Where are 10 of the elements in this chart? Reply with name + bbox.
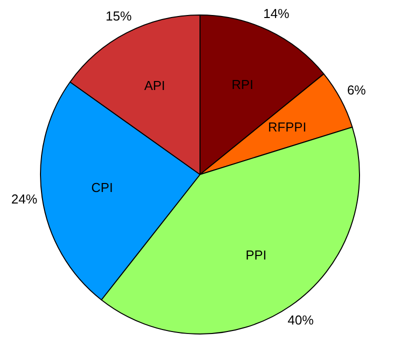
- slice-label: RPI: [232, 76, 254, 92]
- data-label: 6%: [347, 82, 366, 98]
- slice-label: CPI: [91, 180, 113, 196]
- data-label: 15%: [106, 8, 132, 24]
- data-label: 14%: [263, 6, 290, 21]
- slice-label: API: [144, 78, 166, 94]
- slice-label: RFPPI: [268, 119, 306, 134]
- data-label: 24%: [11, 191, 38, 206]
- data-label: 40%: [288, 312, 314, 328]
- slice-label: PPI: [246, 248, 267, 263]
